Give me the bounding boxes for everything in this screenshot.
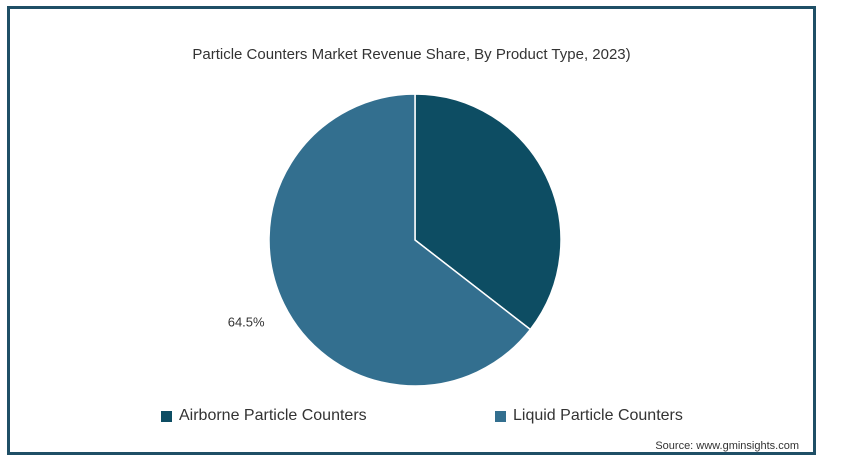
legend-item-liquid: Liquid Particle Counters [495,407,683,425]
data-label-liquid: 64.5% [228,315,265,330]
source-note: Source: www.gminsights.com [655,440,799,452]
pie-slice-liquid [268,93,532,387]
pie-slice-airborne [414,93,562,331]
legend-swatch-liquid [495,410,506,422]
legend-label-airborne: Airborne Particle Counters [179,407,367,424]
pie-chart: 64.5% [228,93,562,387]
legend-item-airborne: Airborne Particle Counters [161,407,367,425]
legend-swatch-airborne [161,410,172,422]
chart-frame: Particle Counters Market Revenue Share, … [7,6,816,455]
chart-legend: Airborne Particle Counters Liquid Partic… [10,407,813,431]
legend-label-liquid: Liquid Particle Counters [513,407,683,424]
chart-title: Particle Counters Market Revenue Share, … [192,46,631,63]
